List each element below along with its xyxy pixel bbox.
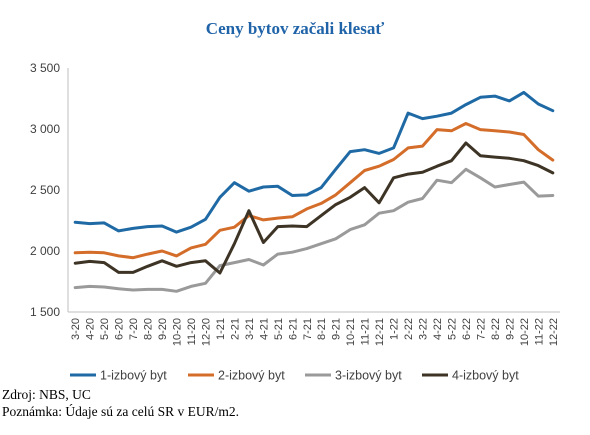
- series-lines: [73, 90, 555, 293]
- y-tick-label: 3 000: [30, 122, 60, 136]
- x-tick-label: 5-20: [99, 318, 111, 340]
- legend: 1-izbový byt 2-izbový byt 3-izbový byt 4-iz…: [70, 369, 519, 383]
- y-tick-label: 2 000: [30, 244, 60, 258]
- x-tick-label: 11-22: [533, 318, 545, 345]
- x-tick-label: 8-21: [316, 318, 328, 340]
- series-line-1: [73, 90, 555, 234]
- x-tick-label: 10-22: [519, 318, 531, 346]
- x-tick-label: 9-20: [157, 318, 169, 340]
- x-tick-label: 11-21: [360, 318, 372, 345]
- legend-label: 2-izbový byt: [218, 369, 285, 383]
- series-line-2: [73, 122, 555, 260]
- x-tick-label: 5-21: [273, 318, 285, 340]
- footnote: Poznámka: Údaje sú za celú SR v EUR/m2.: [2, 404, 239, 419]
- x-tick-label: 4-22: [432, 318, 444, 340]
- series-line-4: [73, 141, 555, 275]
- x-tick-label: 10-21: [345, 318, 357, 346]
- x-tick-label: 5-22: [446, 318, 458, 340]
- y-tick-label: 2 500: [30, 183, 60, 197]
- x-tick-label: 8-22: [490, 318, 502, 340]
- y-axis: 1 500 2 000 2 500 3 000 3 500: [30, 61, 69, 319]
- x-tick-label: 12-22: [548, 318, 560, 346]
- x-tick-label: 4-20: [85, 318, 97, 340]
- x-axis: 3-20 4-20 5-20 6-20 7-20 8-20 9-20 10-20 11-20 12…: [68, 311, 560, 346]
- x-tick-label: 2-21: [229, 318, 241, 340]
- x-tick-label: 6-21: [287, 318, 299, 340]
- legend-label: 3-izbový byt: [335, 369, 402, 383]
- x-tick-label: 7-22: [475, 318, 487, 340]
- x-tick-label: 1-21: [215, 318, 227, 340]
- x-tick-label: 9-21: [331, 318, 343, 340]
- x-tick-label: 11-20: [186, 318, 198, 345]
- x-tick-label: 1-22: [389, 318, 401, 340]
- y-tick-label: 3 500: [30, 61, 60, 75]
- y-tick-label: 1 500: [30, 305, 60, 319]
- x-tick-label: 7-20: [128, 318, 140, 340]
- x-tick-label: 9-22: [504, 318, 516, 340]
- source-note: Zdroj: NBS, UC: [2, 387, 91, 402]
- x-tick-label: 10-20: [172, 318, 184, 346]
- x-tick-label: 2-22: [403, 318, 415, 340]
- x-tick-label: 8-20: [143, 318, 155, 340]
- x-tick-label: 3-22: [418, 318, 430, 340]
- x-tick-label: 6-20: [114, 318, 126, 340]
- chart-title: Ceny bytov začali klesať: [206, 19, 385, 38]
- legend-label: 4-izbový byt: [452, 369, 519, 383]
- chart-notes: Zdroj: NBS, UC Poznámka: Údaje sú za cel…: [2, 386, 239, 420]
- series-line-3: [73, 167, 555, 293]
- x-tick-label: 12-20: [200, 318, 212, 346]
- x-tick-label: 3-20: [70, 318, 82, 340]
- legend-label: 1-izbový byt: [100, 369, 167, 383]
- x-tick-label: 7-21: [302, 318, 314, 340]
- x-tick-label: 3-21: [244, 318, 256, 340]
- x-tick-label: 6-22: [461, 318, 473, 340]
- x-tick-label: 12-21: [374, 318, 386, 346]
- x-tick-label: 4-21: [258, 318, 270, 340]
